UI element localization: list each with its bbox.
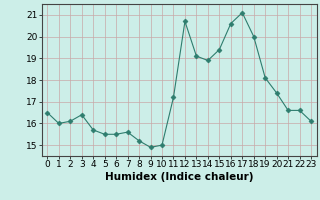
X-axis label: Humidex (Indice chaleur): Humidex (Indice chaleur)	[105, 172, 253, 182]
